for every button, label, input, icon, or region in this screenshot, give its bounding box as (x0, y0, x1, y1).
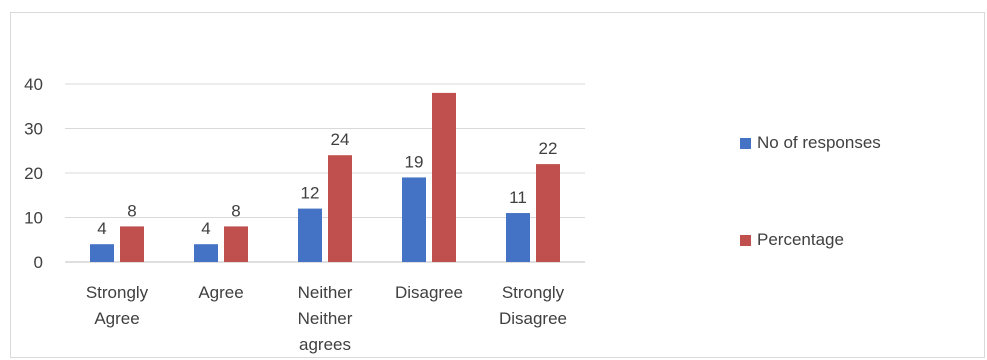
y-tick-label: 20 (24, 164, 43, 183)
y-axis-ticks: 0 10 20 30 40 (24, 75, 43, 272)
legend-item: Percentage (740, 230, 844, 250)
legend-label: No of responses (757, 133, 881, 152)
bar (120, 226, 144, 262)
bar (432, 92, 456, 263)
bars (90, 92, 560, 263)
data-label: 19 (405, 152, 424, 171)
data-labels: 4 8 4 8 12 24 19 11 22 (97, 130, 557, 238)
data-label: 8 (231, 201, 240, 220)
data-label: 22 (539, 139, 558, 158)
category-label: Strongly Agree (86, 283, 149, 328)
bar (90, 244, 114, 262)
bar (402, 177, 426, 262)
data-label: 4 (97, 219, 106, 238)
legend-item: No of responses (740, 133, 881, 153)
data-label: 24 (331, 130, 350, 149)
y-tick-label: 30 (24, 120, 43, 139)
y-tick-label: 0 (34, 253, 43, 272)
bar (224, 226, 248, 262)
data-label: 4 (201, 219, 210, 238)
legend-label: Percentage (757, 230, 844, 249)
bar (536, 164, 560, 262)
y-tick-label: 40 (24, 75, 43, 94)
chart-frame (10, 12, 985, 358)
bar (298, 208, 322, 262)
data-label: 11 (509, 188, 527, 207)
legend-swatch (740, 234, 751, 246)
bar (328, 155, 352, 262)
y-tick-label: 10 (24, 209, 43, 228)
bar (194, 244, 218, 262)
gridlines (65, 83, 585, 263)
category-label: Neither Neither agrees (298, 283, 353, 354)
category-label: Disagree (395, 283, 463, 302)
bar (506, 213, 530, 262)
data-label: 8 (127, 201, 136, 220)
legend-swatch (740, 137, 751, 149)
category-label: Agree (198, 283, 243, 302)
category-labels: Strongly Agree Agree Neither Neither agrees Di… (86, 283, 567, 354)
data-label: 12 (301, 184, 320, 203)
category-label: Strongly Disagree (499, 283, 567, 328)
